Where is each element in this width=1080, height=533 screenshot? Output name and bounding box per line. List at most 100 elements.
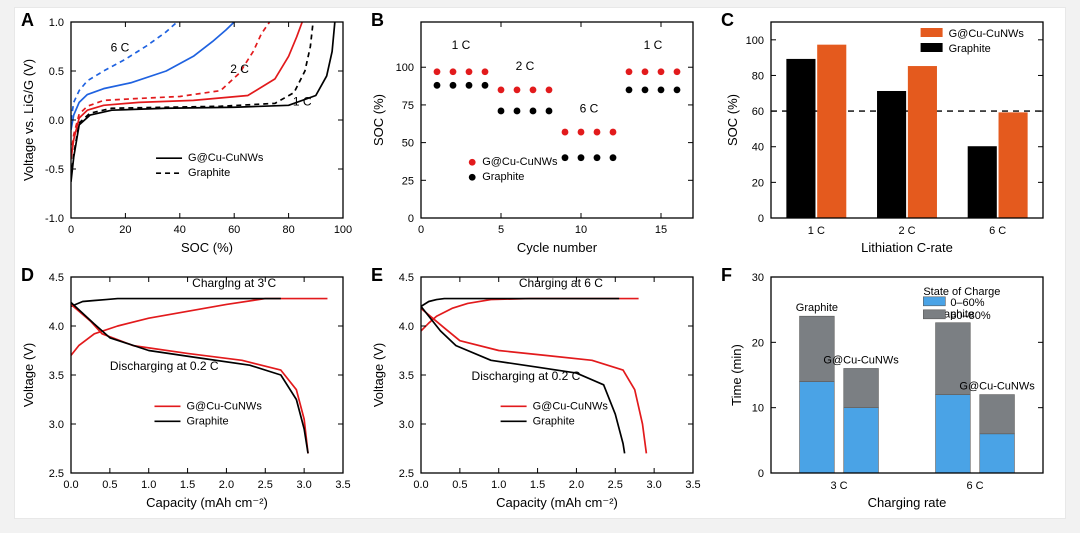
- svg-text:Capacity (mAh cm⁻²): Capacity (mAh cm⁻²): [496, 495, 618, 510]
- svg-text:20: 20: [752, 177, 764, 189]
- svg-text:15: 15: [655, 224, 667, 236]
- svg-text:4.0: 4.0: [399, 321, 414, 333]
- svg-text:G@Cu-CuNWs: G@Cu-CuNWs: [186, 400, 262, 412]
- svg-text:G@Cu-CuNWs: G@Cu-CuNWs: [949, 28, 1025, 40]
- svg-text:0–60%: 0–60%: [950, 297, 984, 309]
- svg-text:6 C: 6 C: [580, 101, 599, 115]
- svg-text:2.5: 2.5: [258, 479, 273, 491]
- panel-letter-c: C: [721, 10, 734, 31]
- svg-text:Lithiation C-rate: Lithiation C-rate: [861, 240, 953, 255]
- svg-text:4.5: 4.5: [49, 272, 64, 284]
- panel-e-svg: 0.00.51.01.52.02.53.03.52.53.03.54.04.5C…: [365, 263, 715, 518]
- svg-text:0: 0: [68, 224, 74, 236]
- svg-text:SOC (%): SOC (%): [371, 94, 386, 146]
- svg-text:25: 25: [402, 175, 414, 187]
- svg-text:2 C: 2 C: [516, 59, 535, 73]
- svg-text:G@Cu-CuNWs: G@Cu-CuNWs: [188, 152, 264, 164]
- svg-text:G@Cu-CuNWs: G@Cu-CuNWs: [533, 400, 609, 412]
- svg-text:SOC (%): SOC (%): [181, 240, 233, 255]
- svg-text:1.5: 1.5: [180, 479, 195, 491]
- svg-text:0: 0: [408, 213, 414, 225]
- svg-text:G@Cu-CuNWs: G@Cu-CuNWs: [823, 354, 899, 366]
- svg-text:40: 40: [174, 224, 186, 236]
- svg-text:1.0: 1.0: [491, 479, 506, 491]
- svg-text:Graphite: Graphite: [796, 302, 838, 314]
- svg-text:Capacity (mAh cm⁻²): Capacity (mAh cm⁻²): [146, 495, 268, 510]
- svg-text:75: 75: [402, 100, 414, 112]
- svg-text:40: 40: [752, 142, 764, 154]
- svg-text:0.5: 0.5: [452, 479, 467, 491]
- svg-text:Discharging at 0.2 C: Discharging at 0.2 C: [472, 369, 581, 383]
- svg-text:2 C: 2 C: [230, 62, 249, 76]
- svg-text:30: 30: [752, 272, 764, 284]
- svg-text:50: 50: [402, 138, 414, 150]
- svg-text:G@Cu-CuNWs: G@Cu-CuNWs: [482, 156, 558, 168]
- svg-text:Time (min): Time (min): [729, 344, 744, 406]
- svg-text:100: 100: [396, 62, 414, 74]
- svg-text:G@Cu-CuNWs: G@Cu-CuNWs: [959, 381, 1035, 393]
- svg-text:0: 0: [758, 468, 764, 480]
- svg-text:0.5: 0.5: [49, 66, 64, 78]
- panel-letter-e: E: [371, 265, 383, 286]
- svg-text:60: 60: [228, 224, 240, 236]
- svg-text:0.0: 0.0: [413, 479, 428, 491]
- svg-text:10: 10: [752, 403, 764, 415]
- svg-text:Charging at 6 C: Charging at 6 C: [519, 276, 603, 290]
- svg-text:2.5: 2.5: [399, 468, 414, 480]
- svg-text:Graphite: Graphite: [533, 415, 575, 427]
- panel-letter-f: F: [721, 265, 732, 286]
- svg-text:1.5: 1.5: [530, 479, 545, 491]
- svg-text:4.0: 4.0: [49, 321, 64, 333]
- svg-text:100: 100: [334, 224, 352, 236]
- svg-text:20: 20: [752, 337, 764, 349]
- svg-text:3.0: 3.0: [646, 479, 661, 491]
- svg-text:1 C: 1 C: [452, 38, 471, 52]
- svg-text:0.5: 0.5: [102, 479, 117, 491]
- svg-text:Graphite: Graphite: [949, 43, 991, 55]
- svg-text:3.0: 3.0: [296, 479, 311, 491]
- svg-text:60–80%: 60–80%: [950, 310, 991, 322]
- svg-text:100: 100: [746, 35, 764, 47]
- svg-text:1.0: 1.0: [49, 17, 64, 29]
- svg-text:2.5: 2.5: [49, 468, 64, 480]
- svg-text:10: 10: [575, 224, 587, 236]
- svg-text:Voltage vs. LiG/G (V): Voltage vs. LiG/G (V): [21, 59, 36, 181]
- svg-text:6 C: 6 C: [989, 225, 1006, 237]
- svg-text:2 C: 2 C: [898, 225, 915, 237]
- svg-text:Graphite: Graphite: [186, 415, 228, 427]
- svg-text:20: 20: [119, 224, 131, 236]
- svg-text:Cycle number: Cycle number: [517, 240, 598, 255]
- svg-text:Charging rate: Charging rate: [868, 495, 947, 510]
- svg-text:Discharging at 0.2 C: Discharging at 0.2 C: [110, 359, 219, 373]
- svg-text:2.0: 2.0: [569, 479, 584, 491]
- svg-text:0.0: 0.0: [63, 479, 78, 491]
- svg-text:6 C: 6 C: [111, 40, 130, 54]
- svg-text:4.5: 4.5: [399, 272, 414, 284]
- svg-text:-1.0: -1.0: [45, 213, 64, 225]
- panel-a-svg: 020406080100-1.0-0.50.00.51.0SOC (%)Volt…: [15, 8, 365, 263]
- svg-text:80: 80: [282, 224, 294, 236]
- svg-text:3.0: 3.0: [399, 419, 414, 431]
- svg-text:Voltage (V): Voltage (V): [371, 343, 386, 407]
- svg-text:Voltage (V): Voltage (V): [21, 343, 36, 407]
- svg-text:-0.5: -0.5: [45, 164, 64, 176]
- svg-text:1 C: 1 C: [293, 94, 312, 108]
- svg-text:Charging at 3 C: Charging at 3 C: [192, 276, 276, 290]
- panel-letter-b: B: [371, 10, 384, 31]
- svg-text:0: 0: [758, 213, 764, 225]
- panel-f-svg: GraphiteG@Cu-CuNWs3 CGraphiteG@Cu-CuNWs6…: [715, 263, 1065, 518]
- svg-text:60: 60: [752, 106, 764, 118]
- svg-text:0: 0: [418, 224, 424, 236]
- svg-text:5: 5: [498, 224, 504, 236]
- panel-letter-a: A: [21, 10, 34, 31]
- svg-text:SOC (%): SOC (%): [725, 94, 740, 146]
- svg-text:80: 80: [752, 70, 764, 82]
- svg-text:3.5: 3.5: [49, 370, 64, 382]
- panel-b-svg: 0 5 10 15 0 25 50 75 100 Cycle number SOC (%) 1 C 2 …: [365, 8, 715, 263]
- svg-text:3.0: 3.0: [49, 419, 64, 431]
- svg-text:2.5: 2.5: [608, 479, 623, 491]
- panel-letter-d: D: [21, 265, 34, 286]
- svg-text:1 C: 1 C: [644, 38, 663, 52]
- svg-text:3.5: 3.5: [399, 370, 414, 382]
- svg-text:1.0: 1.0: [141, 479, 156, 491]
